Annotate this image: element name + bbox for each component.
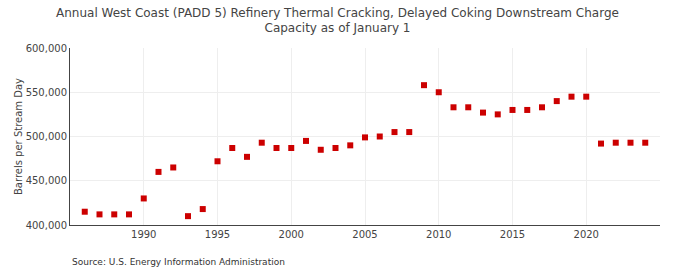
svg-text:2005: 2005 [352,229,377,240]
svg-text:450,000: 450,000 [26,175,67,186]
svg-text:1990: 1990 [131,229,156,240]
svg-text:Source: U.S. Energy Informatio: Source: U.S. Energy Information Administ… [72,257,285,267]
svg-text:500,000: 500,000 [26,131,67,142]
svg-text:Barrels per Stream Day: Barrels per Stream Day [13,78,24,195]
svg-text:600,000: 600,000 [26,43,67,54]
svg-text:550,000: 550,000 [26,87,67,98]
svg-text:2015: 2015 [500,229,525,240]
svg-text:2000: 2000 [279,229,304,240]
svg-text:Annual West Coast (PADD 5) Ref: Annual West Coast (PADD 5) Refinery Ther… [56,6,619,36]
svg-text:400,000: 400,000 [26,220,67,231]
svg-text:2010: 2010 [426,229,451,240]
svg-text:2020: 2020 [574,229,599,240]
svg-text:1995: 1995 [205,229,230,240]
